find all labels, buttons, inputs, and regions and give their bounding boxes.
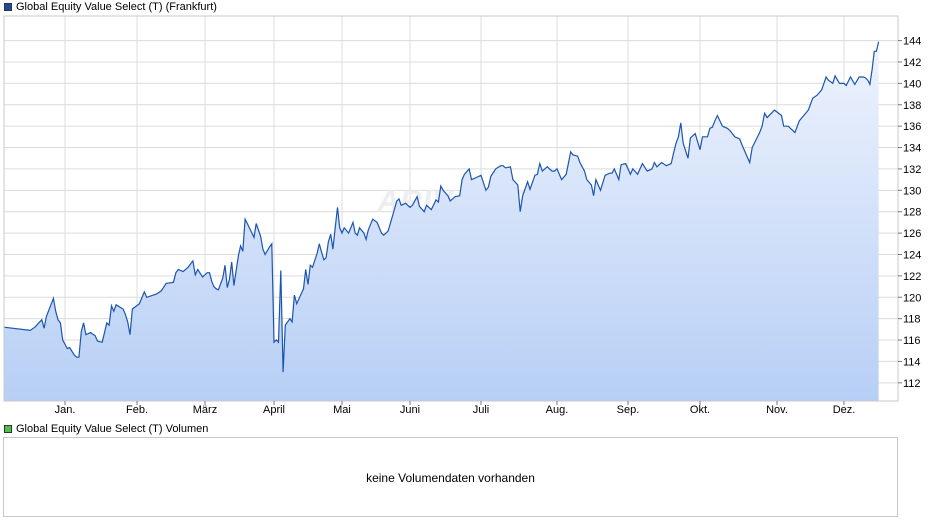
price-line (4, 41, 880, 373)
y-tick-label: 112 (903, 378, 921, 390)
price-area (4, 41, 879, 401)
y-tick-label: 136 (903, 121, 921, 133)
y-tick-label: 132 (903, 164, 921, 176)
plot-frame (3, 15, 899, 402)
x-tick-label: Jan. (55, 404, 76, 416)
x-tick-label: Okt. (690, 404, 710, 416)
x-tick-label: März (193, 404, 217, 416)
volume-legend-label: Global Equity Value Select (T) Volumen (16, 422, 209, 435)
volume-legend-swatch (4, 424, 12, 433)
x-tick-label: Mai (333, 404, 351, 416)
y-axis: 112 114 116 118 120 122 124 126 128 130 132 134 136 1… (898, 36, 921, 390)
y-tick-label: 128 (903, 207, 921, 219)
y-tick-label: 134 (903, 143, 921, 155)
price-chart: ARIVA.DE 1121141161181201221241261281301… (3, 15, 921, 416)
y-tick-label: 140 (903, 78, 921, 90)
y-tick-label: 118 (903, 314, 921, 326)
y-tick-label: 144 (903, 36, 921, 48)
x-tick-label: Nov. (766, 404, 788, 416)
y-tick-label: 120 (903, 292, 921, 304)
volume-legend: Global Equity Value Select (T) Volumen (4, 422, 208, 435)
y-tick-label: 122 (903, 271, 921, 283)
x-tick-label: Juli (473, 404, 490, 416)
x-tick-label: Feb. (126, 404, 148, 416)
x-tick-label: Sep. (617, 404, 640, 416)
volume-panel: keine Volumendaten vorhanden (3, 437, 898, 517)
price-legend-label: Global Equity Value Select (T) (Frankfur… (16, 0, 217, 13)
x-tick-label: Juni (400, 404, 420, 416)
y-tick-label: 142 (903, 57, 921, 69)
y-tick-label: 124 (903, 249, 921, 261)
x-tick-label: Dez. (833, 404, 856, 416)
price-legend: Global Equity Value Select (T) (Frankfur… (4, 0, 217, 13)
y-tick-label: 114 (903, 356, 921, 368)
y-tick-label: 116 (903, 335, 921, 347)
y-tick-label: 138 (903, 100, 921, 112)
x-tick-label: April (263, 404, 285, 416)
x-tick-label: Aug. (546, 404, 569, 416)
price-legend-swatch (4, 2, 12, 11)
x-axis: Jan. Feb. März April Mai Juni Juli Aug. Sep. Okt.… (55, 401, 856, 416)
y-tick-label: 130 (903, 185, 921, 197)
y-tick-label: 126 (903, 228, 921, 240)
no-volume-message: keine Volumendaten vorhanden (366, 471, 535, 485)
